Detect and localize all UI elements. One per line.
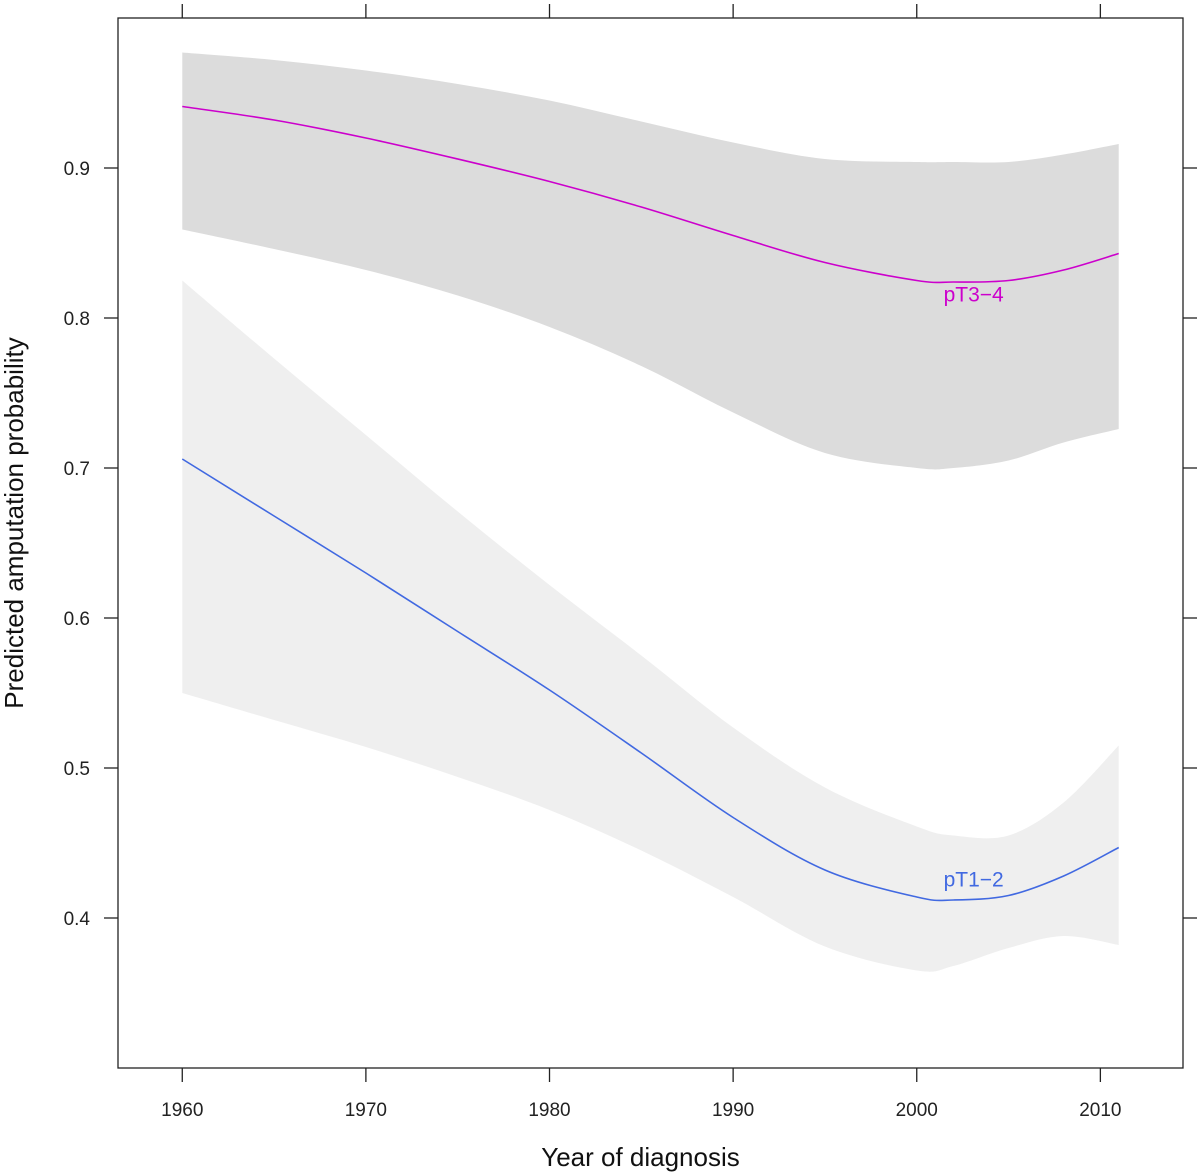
series-label: pT3−4 bbox=[944, 284, 1004, 307]
x-tick-label: 2000 bbox=[896, 1100, 938, 1121]
x-tick-label: 2010 bbox=[1079, 1100, 1121, 1121]
y-tick-label: 0.9 bbox=[64, 159, 90, 180]
x-axis-title: Year of diagnosis bbox=[541, 1142, 740, 1172]
y-tick-label: 0.7 bbox=[64, 459, 90, 480]
plot-frame bbox=[117, 17, 1184, 1069]
y-tick-label: 0.5 bbox=[64, 759, 90, 780]
axis-tick-labels: 1960 1970 1980 1990 2000 2010 0.4 0.5 0.6 0.7 0.8 0… bbox=[64, 159, 1122, 1121]
y-tick-label: 0.6 bbox=[64, 609, 90, 630]
confidence-bands bbox=[182, 52, 1119, 972]
axis-ticks bbox=[104, 4, 1197, 1082]
x-tick-label: 1960 bbox=[161, 1100, 203, 1121]
y-axis-title: Predicted amputation probability bbox=[0, 337, 29, 708]
series-line-2 bbox=[182, 105, 1119, 284]
confidence-band-1 bbox=[182, 280, 1119, 972]
y-tick-label: 0.8 bbox=[64, 309, 90, 330]
x-tick-label: 1990 bbox=[712, 1100, 754, 1121]
series-label: pT1−2 bbox=[944, 869, 1004, 892]
series-labels: pT3−4 pT1−2 bbox=[944, 284, 1004, 892]
confidence-band-2 bbox=[182, 52, 1119, 470]
y-tick-label: 0.4 bbox=[64, 909, 91, 930]
series-line-1 bbox=[181, 458, 1120, 902]
x-tick-label: 1980 bbox=[528, 1100, 570, 1121]
x-tick-label: 1970 bbox=[345, 1100, 387, 1121]
series-lines bbox=[181, 105, 1120, 902]
